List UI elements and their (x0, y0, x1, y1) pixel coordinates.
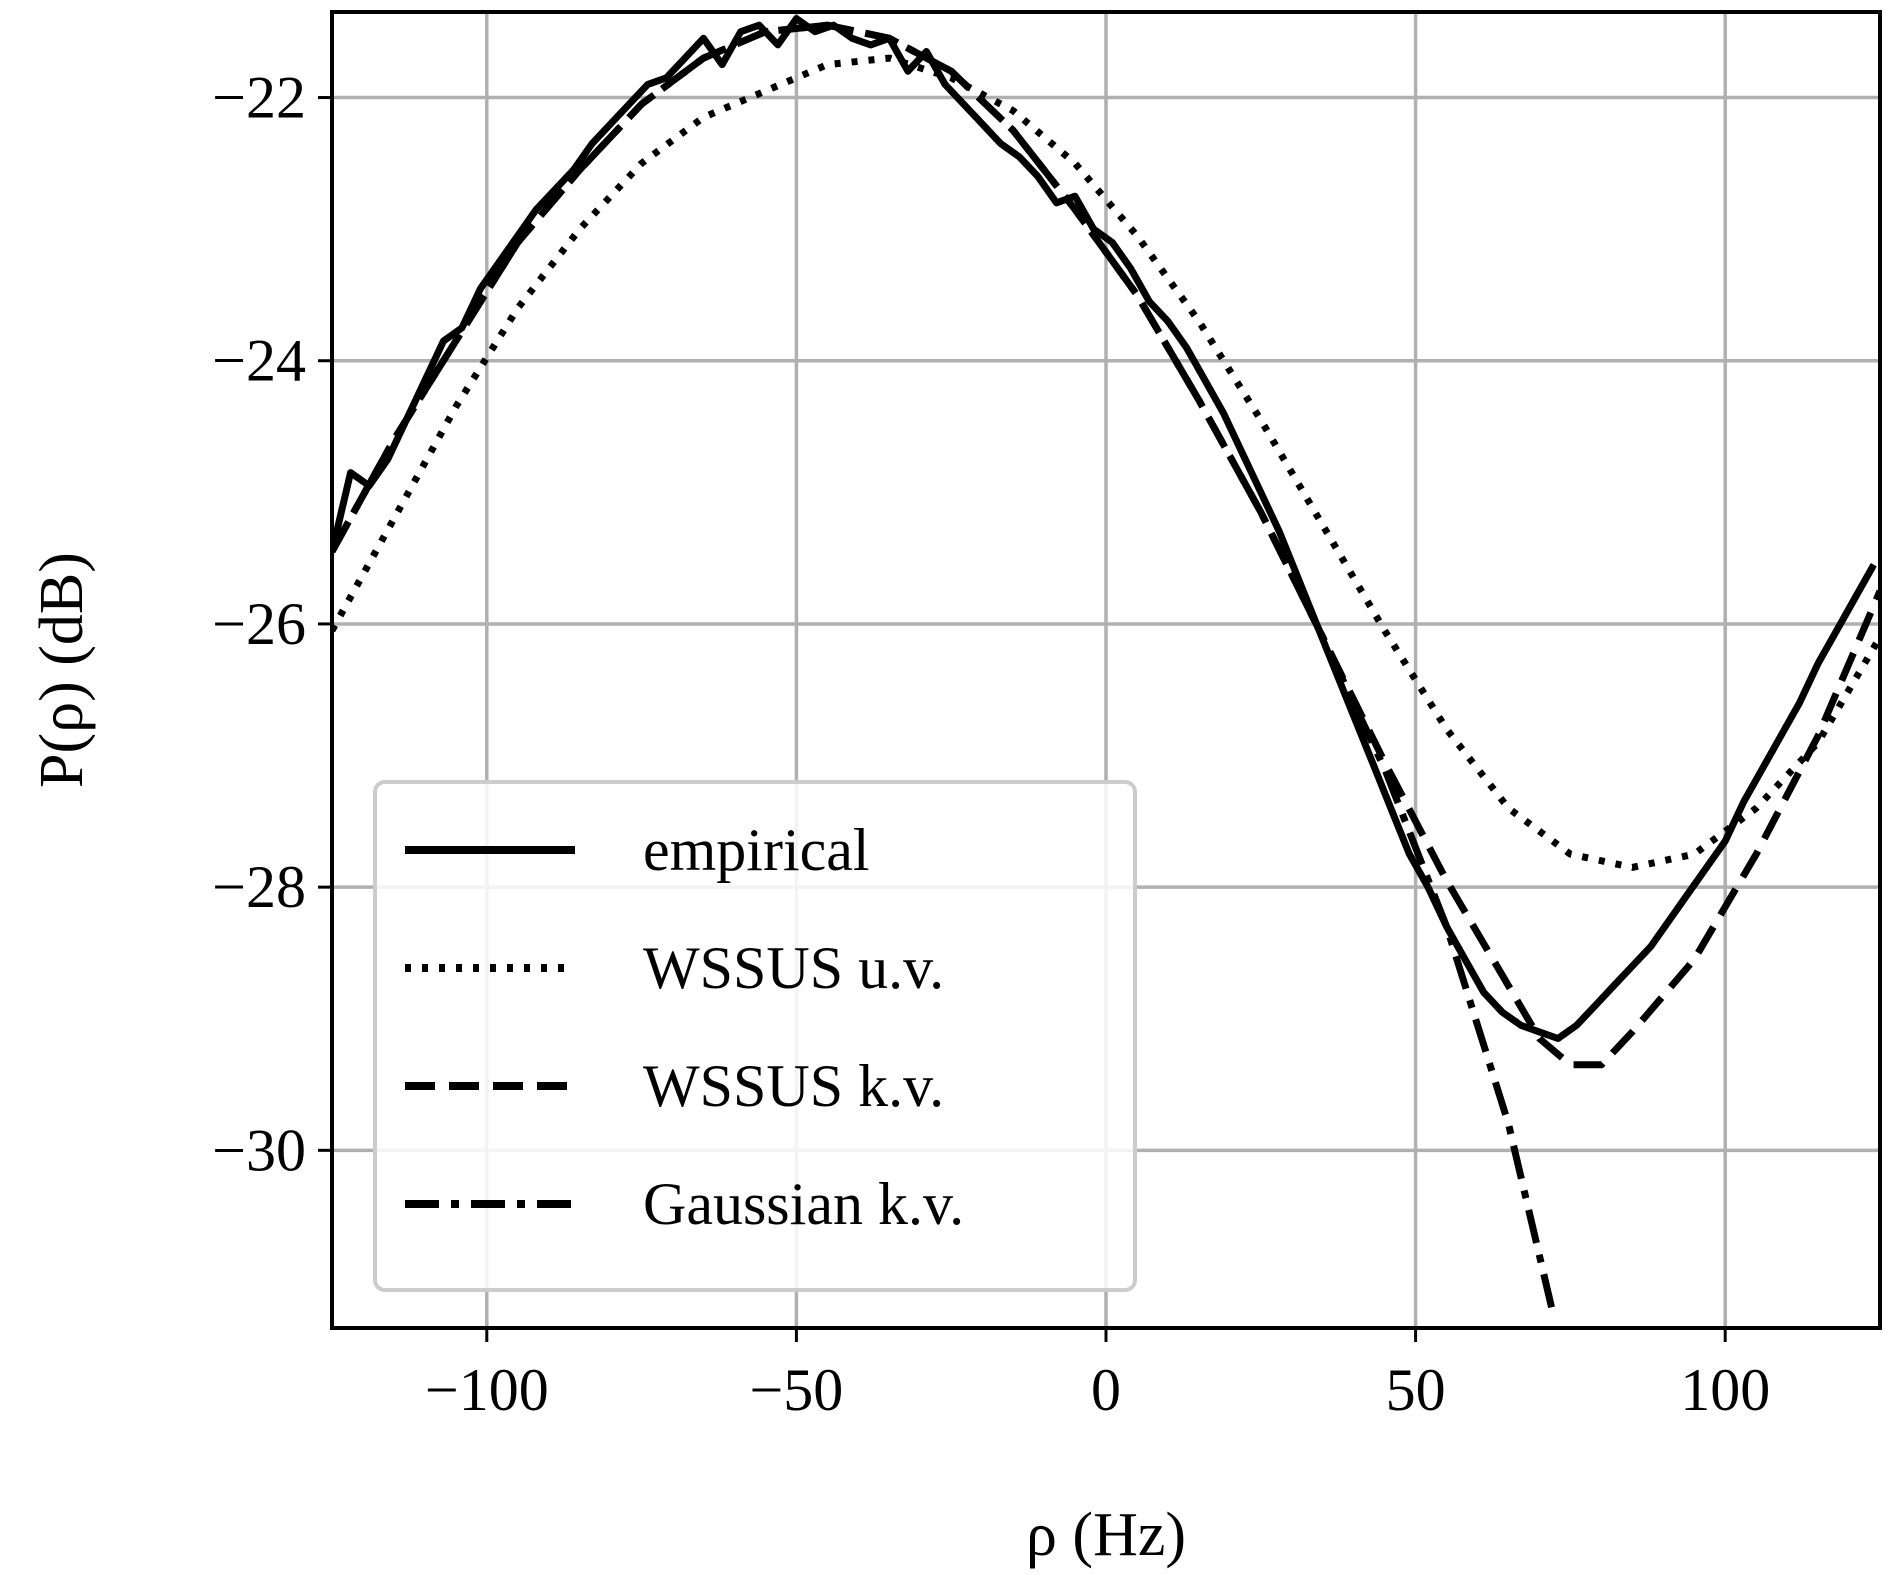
x-tick-label: 50 (1386, 1357, 1446, 1423)
y-tick-label: −22 (212, 65, 306, 131)
series-line-empirical (332, 15, 1877, 1042)
x-tick-label: 100 (1680, 1357, 1770, 1423)
y-tick-label: −28 (212, 854, 306, 920)
legend: empirical WSSUS u.v. WSSUS k.v. Gaussian k.… (373, 780, 1137, 1292)
y-axis-label: P(ρ) (dB) (28, 552, 96, 788)
legend-box (373, 780, 1137, 1292)
series-group (332, 15, 1880, 1310)
ticks: −100 −50 0 50 100 −22 −24 −26 −28 −30 (212, 65, 1770, 1423)
legend-label: Gaussian k.v. (643, 1171, 964, 1237)
legend-label: WSSUS u.v. (643, 935, 944, 1001)
y-tick-label: −24 (212, 328, 306, 394)
x-tick-label: −100 (425, 1357, 549, 1423)
y-tick-label: −26 (212, 591, 306, 657)
x-tick-label: −50 (749, 1357, 843, 1423)
x-tick-label: 0 (1091, 1357, 1121, 1423)
legend-label: empirical (643, 817, 870, 883)
x-axis-label: ρ (Hz) (1026, 1501, 1186, 1569)
legend-label: WSSUS k.v. (643, 1053, 944, 1119)
series-line-gaussian-k-v (332, 21, 1556, 1310)
y-tick-label: −30 (212, 1117, 306, 1183)
